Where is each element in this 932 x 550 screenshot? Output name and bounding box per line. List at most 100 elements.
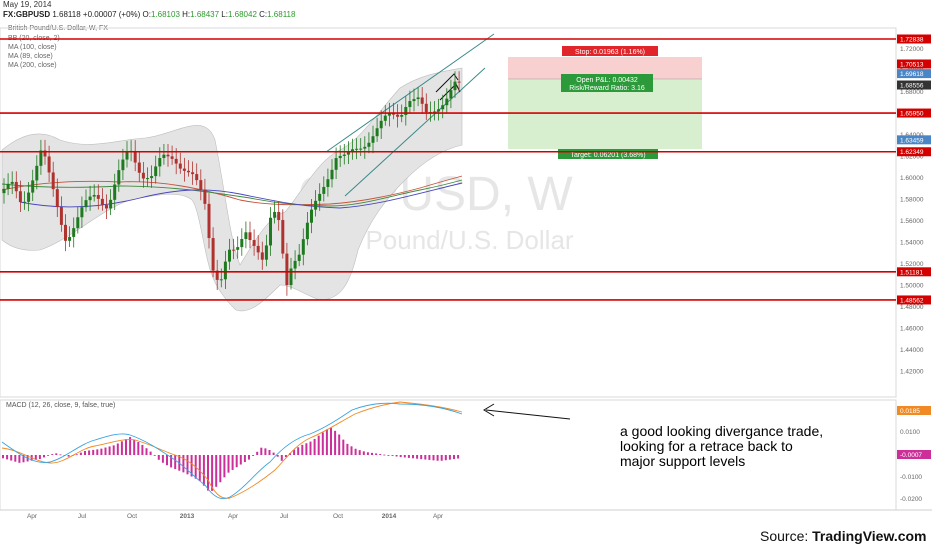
price-tick-label: 1.72000 bbox=[900, 46, 924, 53]
price-label-tag bbox=[897, 295, 931, 305]
chart-canvas[interactable]: GBPUSD, W British Pound/U.S. Dollar Stop… bbox=[0, 0, 932, 520]
candle-body bbox=[334, 158, 338, 170]
candle-body bbox=[219, 279, 223, 281]
price-tick-label: 1.60000 bbox=[900, 175, 924, 182]
candle-body bbox=[305, 222, 309, 240]
candle-body bbox=[244, 232, 248, 240]
macd-bar bbox=[338, 434, 341, 455]
stop-badge bbox=[562, 46, 658, 56]
indicator-label-ma200[interactable]: MA (200, close) bbox=[8, 62, 57, 69]
macd-bar bbox=[2, 455, 4, 459]
candle-body bbox=[318, 193, 322, 201]
candle-body bbox=[240, 239, 244, 248]
candle-body bbox=[445, 98, 449, 106]
annotation-arrow[interactable] bbox=[485, 409, 571, 420]
macd-bar bbox=[186, 455, 189, 475]
macd-bar bbox=[92, 449, 95, 455]
candle-body bbox=[80, 207, 84, 218]
macd-bar bbox=[125, 439, 127, 455]
macd-axis[interactable]: 0.0100 -0.0100 -0.0200 0.0185 -0.0007 bbox=[897, 406, 931, 503]
candle-body bbox=[35, 165, 39, 181]
macd-bar bbox=[243, 455, 246, 463]
annotation-text[interactable]: a good looking divergance trade, looking… bbox=[620, 423, 824, 469]
price-label-tag bbox=[897, 147, 931, 157]
candle-body bbox=[404, 107, 408, 115]
macd-bar bbox=[354, 448, 357, 455]
candle-body bbox=[293, 260, 297, 269]
candle-body bbox=[301, 239, 305, 255]
macd-bar bbox=[51, 454, 54, 455]
macd-bar bbox=[166, 455, 168, 466]
channel-lower-line[interactable] bbox=[344, 67, 486, 197]
candle-body bbox=[359, 148, 363, 150]
quote-line: FX:GBPUSD 1.68118 +0.00007 (+0%) O:1.681… bbox=[3, 10, 295, 19]
candle-body bbox=[346, 151, 350, 155]
candle-body bbox=[215, 270, 219, 280]
macd-bar bbox=[133, 439, 136, 455]
macd-bar bbox=[198, 455, 201, 481]
candle-body bbox=[355, 148, 359, 150]
candle-body bbox=[158, 157, 162, 167]
macd-bar bbox=[383, 454, 386, 456]
macd-bar bbox=[407, 455, 410, 458]
candle-body bbox=[433, 111, 436, 113]
macd-bar bbox=[14, 455, 17, 462]
macd-bar bbox=[325, 429, 328, 455]
candle-body bbox=[256, 245, 260, 253]
macd-bar bbox=[358, 450, 361, 455]
macd-bar bbox=[207, 455, 209, 491]
price-label-tag bbox=[897, 59, 931, 69]
price-label-tag bbox=[897, 69, 931, 79]
candle-body bbox=[117, 170, 121, 185]
macd-bar bbox=[293, 449, 296, 455]
macd-bar bbox=[280, 455, 283, 461]
time-axis[interactable]: Apr Jul Oct 2013 Apr Jul Oct 2014 Apr bbox=[27, 513, 444, 520]
macd-bar bbox=[120, 441, 123, 455]
macd-bar bbox=[379, 454, 382, 455]
macd-bar bbox=[47, 455, 50, 456]
macd-bar bbox=[440, 455, 443, 461]
time-tick-label: Oct bbox=[127, 513, 137, 520]
bollinger-band bbox=[1, 67, 463, 312]
close-value: 1.68118 bbox=[267, 10, 296, 19]
macd-bar bbox=[96, 449, 99, 455]
price-label-tag bbox=[897, 135, 931, 145]
macd-bar bbox=[112, 445, 115, 455]
horizontal-levels[interactable] bbox=[0, 38, 896, 301]
macd-value-tag bbox=[897, 406, 931, 415]
close-label: C: bbox=[259, 10, 268, 19]
candle-body bbox=[285, 253, 289, 286]
macd-bar bbox=[350, 446, 353, 455]
price-label-tag bbox=[897, 267, 931, 277]
candle-body bbox=[141, 172, 145, 179]
symbol[interactable]: FX:GBPUSD bbox=[3, 10, 51, 19]
macd-indicator-label[interactable]: MACD (12, 26, close, 9, false, true) bbox=[6, 402, 116, 409]
macd-bar bbox=[10, 455, 13, 461]
price-tick-label: 1.50000 bbox=[900, 283, 924, 290]
price-tick-label: 1.52000 bbox=[900, 261, 924, 268]
indicator-label-ma89[interactable]: MA (89, close) bbox=[8, 53, 53, 60]
macd-bar bbox=[391, 455, 394, 456]
candle-body bbox=[281, 220, 285, 254]
indicator-label-ma100[interactable]: MA (100, close) bbox=[8, 44, 57, 51]
candle-body bbox=[289, 268, 293, 286]
price-axis[interactable]: 1.720001.700001.680001.660001.640001.620… bbox=[897, 34, 931, 376]
candle-body bbox=[170, 156, 174, 159]
stop-zone[interactable] bbox=[508, 57, 702, 79]
macd-bar bbox=[432, 455, 435, 461]
candle-body bbox=[392, 113, 395, 115]
candle-body bbox=[96, 195, 100, 199]
macd-bar bbox=[239, 455, 242, 465]
price-candles[interactable] bbox=[2, 71, 461, 296]
pnl-label: Open P&L: 0.00432 bbox=[576, 77, 638, 84]
last-price: 1.68118 bbox=[52, 10, 81, 19]
macd-bar bbox=[342, 439, 345, 455]
macd-histogram bbox=[2, 427, 460, 491]
candle-body bbox=[416, 97, 420, 100]
macd-bar bbox=[276, 455, 279, 457]
mini-channel-drawing[interactable] bbox=[435, 73, 459, 93]
candle-body bbox=[174, 158, 178, 164]
candle-body bbox=[47, 156, 51, 173]
candle-body bbox=[260, 252, 264, 260]
macd-bar bbox=[362, 451, 365, 455]
